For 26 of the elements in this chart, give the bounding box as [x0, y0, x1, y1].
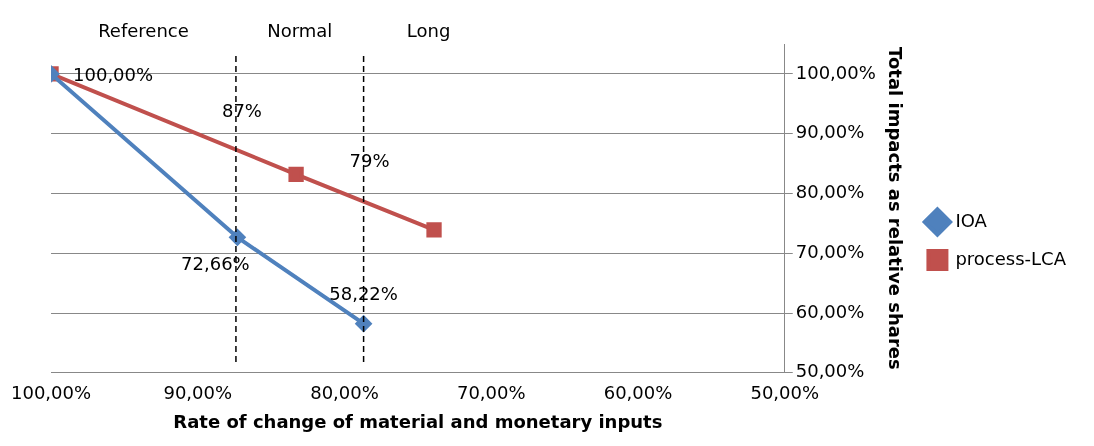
- point: [426, 222, 442, 238]
- text: Long: [406, 19, 451, 41]
- x-tick-label: 80,00%: [310, 382, 379, 404]
- x-tick-label: 70,00%: [456, 382, 526, 404]
- x-axis-title: Rate of change of material and monetary inputs: [173, 410, 663, 432]
- y-tick-label: 50,00%: [795, 360, 865, 382]
- ref-line-label: 79%: [349, 149, 390, 171]
- point: [288, 166, 304, 182]
- y-tick-label: 100,00%: [795, 61, 876, 83]
- x-tick-label: 50,00%: [750, 382, 820, 404]
- data-label: 72,66%: [181, 253, 250, 275]
- data-label: 100,00%: [73, 63, 154, 85]
- y-tick-label: 70,00%: [795, 240, 865, 262]
- y-tick-label: 80,00%: [795, 181, 865, 203]
- legend-label: IOA: [955, 209, 988, 231]
- data-label: 58,22%: [329, 283, 398, 305]
- y-tick-label: 60,00%: [795, 300, 865, 322]
- y-tick-label: 90,00%: [795, 121, 865, 143]
- ref-line-label: 87%: [221, 99, 262, 121]
- text: Reference: [98, 19, 189, 41]
- y-axis-title: Total impacts as relative shares: [884, 47, 906, 370]
- legend-label: process-LCA: [955, 247, 1067, 269]
- x-tick-label: 60,00%: [603, 382, 673, 404]
- x-tick-label: 100,00%: [11, 382, 92, 404]
- text: Normal: [267, 19, 333, 41]
- x-tick-label: 90,00%: [163, 382, 233, 404]
